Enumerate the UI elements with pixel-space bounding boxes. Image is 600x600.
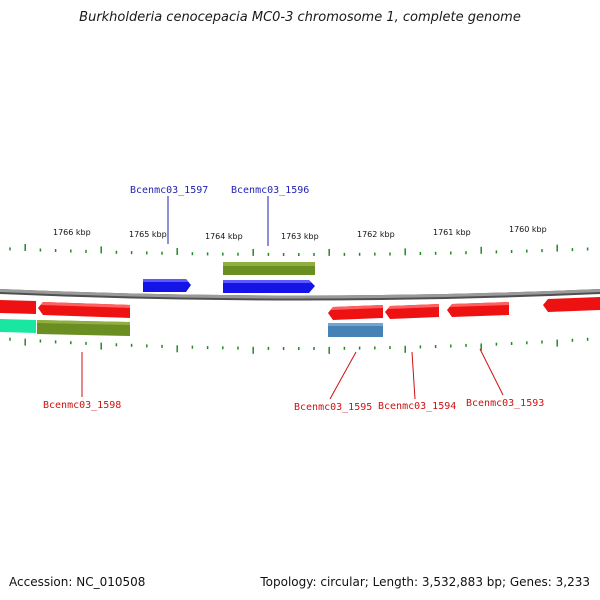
cds-arrow-1596[interactable] <box>223 280 315 293</box>
accession-label: Accession: NC_010508 <box>9 575 146 589</box>
cds-arrow-left-edge[interactable] <box>0 300 36 314</box>
gene-bar-1595[interactable] <box>328 323 383 337</box>
gene-label-1598[interactable]: Bcenmc03_1598 <box>43 400 121 411</box>
gene-label-1597[interactable]: Bcenmc03_1597 <box>130 185 208 196</box>
scale-labels: 1766 kbp 1765 kbp 1764 kbp 1763 kbp 1762… <box>53 225 547 241</box>
scale-label-1763: 1763 kbp <box>281 232 319 241</box>
leader-1593 <box>479 348 504 396</box>
outer-tick-row <box>9 244 589 256</box>
cds-arrow-1593-highlight <box>450 302 509 307</box>
topology-label: Topology: circular; Length: 3,532,883 bp… <box>260 575 590 589</box>
scale-label-1761: 1761 kbp <box>433 228 471 237</box>
gene-bar-1596-highlight <box>223 262 315 266</box>
cds-arrow-1597[interactable] <box>143 279 191 292</box>
scale-label-1765: 1765 kbp <box>129 230 167 239</box>
cds-arrow-1597-highlight <box>143 279 188 282</box>
gene-bar-left-edge[interactable] <box>0 319 36 333</box>
leader-1595 <box>329 351 357 400</box>
scale-label-1766: 1766 kbp <box>53 228 91 237</box>
leader-1594 <box>411 351 416 400</box>
gene-label-1593[interactable]: Bcenmc03_1593 <box>466 398 544 409</box>
label-leaders <box>81 196 504 400</box>
cds-arrow-1598-highlight <box>41 302 130 308</box>
gene-label-1596[interactable]: Bcenmc03_1596 <box>231 185 309 196</box>
chromosome-backbone <box>0 288 600 299</box>
cds-arrow-1595-highlight <box>331 305 383 310</box>
gene-label-1594[interactable]: Bcenmc03_1594 <box>378 401 456 412</box>
scale-label-1762: 1762 kbp <box>357 230 395 239</box>
cds-arrow-1596-highlight <box>223 280 311 283</box>
gene-label-1595[interactable]: Bcenmc03_1595 <box>294 402 372 413</box>
reverse-features <box>0 297 600 337</box>
map-title: Burkholderia cenocepacia MC0-3 chromosom… <box>79 10 521 25</box>
gene-labels: Bcenmc03_1597 Bcenmc03_1596 Bcenmc03_159… <box>43 185 544 413</box>
cds-arrow-right-edge[interactable] <box>543 297 600 312</box>
scale-label-1764: 1764 kbp <box>205 232 243 241</box>
gene-bar-1598-highlight <box>37 320 130 325</box>
forward-features <box>143 262 315 293</box>
scale-label-1760: 1760 kbp <box>509 225 547 234</box>
inner-tick-row <box>9 337 589 354</box>
cds-arrow-1594-highlight <box>388 304 439 309</box>
gene-bar-1595-highlight <box>328 323 383 326</box>
